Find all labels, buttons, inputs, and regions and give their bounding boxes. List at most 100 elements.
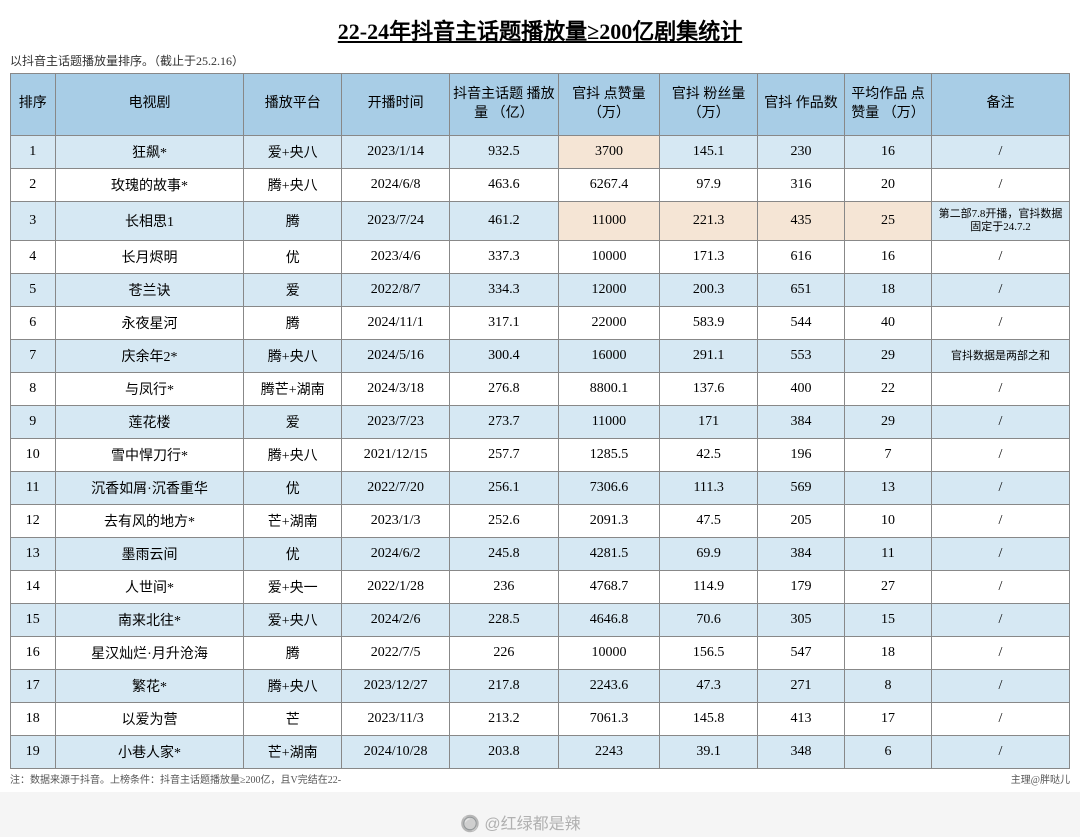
cell-play: 252.6 — [450, 505, 558, 538]
cell-avg: 8 — [844, 670, 931, 703]
cell-platform: 爱+央八 — [244, 604, 342, 637]
cell-avg: 6 — [844, 736, 931, 769]
cell-note: / — [931, 604, 1069, 637]
cell-platform: 腾 — [244, 637, 342, 670]
cell-like: 8800.1 — [558, 373, 660, 406]
footer-right: 主理@胖哒儿 — [1011, 771, 1070, 786]
cell-note: / — [931, 439, 1069, 472]
cell-play: 236 — [450, 571, 558, 604]
cell-works: 179 — [757, 571, 844, 604]
cell-note: / — [931, 736, 1069, 769]
cell-rank: 15 — [11, 604, 56, 637]
cell-platform: 爱 — [244, 274, 342, 307]
col-note: 备注 — [931, 74, 1069, 136]
cell-play: 213.2 — [450, 703, 558, 736]
cell-date: 2024/6/2 — [342, 538, 450, 571]
cell-note: / — [931, 241, 1069, 274]
cell-like: 4646.8 — [558, 604, 660, 637]
cell-play: 317.1 — [450, 307, 558, 340]
cell-rank: 19 — [11, 736, 56, 769]
cell-date: 2023/1/14 — [342, 136, 450, 169]
cell-works: 384 — [757, 406, 844, 439]
cell-rank: 14 — [11, 571, 56, 604]
cell-avg: 20 — [844, 169, 931, 202]
cell-fans: 114.9 — [660, 571, 758, 604]
cell-drama: 人世间* — [55, 571, 244, 604]
cell-play: 203.8 — [450, 736, 558, 769]
col-platform: 播放平台 — [244, 74, 342, 136]
cell-works: 384 — [757, 538, 844, 571]
cell-rank: 6 — [11, 307, 56, 340]
cell-avg: 27 — [844, 571, 931, 604]
cell-works: 547 — [757, 637, 844, 670]
cell-drama: 沉香如屑·沉香重华 — [55, 472, 244, 505]
cell-avg: 18 — [844, 274, 931, 307]
cell-avg: 18 — [844, 637, 931, 670]
cell-play: 300.4 — [450, 340, 558, 373]
cell-works: 205 — [757, 505, 844, 538]
cell-platform: 腾+央八 — [244, 169, 342, 202]
table-row: 13墨雨云间优2024/6/2245.84281.569.938411/ — [11, 538, 1070, 571]
cell-fans: 171 — [660, 406, 758, 439]
cell-drama: 小巷人家* — [55, 736, 244, 769]
cell-play: 217.8 — [450, 670, 558, 703]
cell-like: 3700 — [558, 136, 660, 169]
footer-note: 注：数据来源于抖音。上榜条件：抖音主话题播放量≥200亿，且V完结在22- 主理… — [10, 769, 1070, 786]
cell-like: 12000 — [558, 274, 660, 307]
cell-works: 348 — [757, 736, 844, 769]
cell-fans: 137.6 — [660, 373, 758, 406]
cell-note: / — [931, 472, 1069, 505]
cell-works: 413 — [757, 703, 844, 736]
cell-note: / — [931, 538, 1069, 571]
cell-platform: 优 — [244, 538, 342, 571]
cell-rank: 16 — [11, 637, 56, 670]
cell-works: 544 — [757, 307, 844, 340]
cell-fans: 39.1 — [660, 736, 758, 769]
cell-like: 2243 — [558, 736, 660, 769]
cell-rank: 10 — [11, 439, 56, 472]
cell-rank: 8 — [11, 373, 56, 406]
cell-play: 463.6 — [450, 169, 558, 202]
cell-platform: 腾 — [244, 202, 342, 241]
cell-like: 4281.5 — [558, 538, 660, 571]
table-row: 14人世间*爱+央一2022/1/282364768.7114.917927/ — [11, 571, 1070, 604]
col-like: 官抖 点赞量 （万） — [558, 74, 660, 136]
table-row: 5苍兰诀爱2022/8/7334.312000200.365118/ — [11, 274, 1070, 307]
cell-fans: 111.3 — [660, 472, 758, 505]
cell-platform: 芒+湖南 — [244, 736, 342, 769]
cell-fans: 42.5 — [660, 439, 758, 472]
cell-date: 2023/11/3 — [342, 703, 450, 736]
cell-note: / — [931, 637, 1069, 670]
cell-drama: 去有风的地方* — [55, 505, 244, 538]
table-row: 7庆余年2*腾+央八2024/5/16300.416000291.155329官… — [11, 340, 1070, 373]
col-play: 抖音主话题 播放量 （亿） — [450, 74, 558, 136]
cell-date: 2022/7/20 — [342, 472, 450, 505]
cell-date: 2023/7/24 — [342, 202, 450, 241]
table-row: 15南来北往*爱+央八2024/2/6228.54646.870.630515/ — [11, 604, 1070, 637]
cell-drama: 与凤行* — [55, 373, 244, 406]
cell-like: 2091.3 — [558, 505, 660, 538]
cell-avg: 10 — [844, 505, 931, 538]
cell-play: 256.1 — [450, 472, 558, 505]
cell-note: / — [931, 307, 1069, 340]
cell-play: 932.5 — [450, 136, 558, 169]
cell-note: / — [931, 670, 1069, 703]
cell-platform: 芒 — [244, 703, 342, 736]
cell-fans: 70.6 — [660, 604, 758, 637]
cell-rank: 2 — [11, 169, 56, 202]
cell-date: 2022/7/5 — [342, 637, 450, 670]
cell-date: 2024/6/8 — [342, 169, 450, 202]
cell-like: 10000 — [558, 637, 660, 670]
page-subtitle: 以抖音主话题播放量排序。（截止于25.2.16） — [10, 50, 1070, 73]
cell-avg: 16 — [844, 241, 931, 274]
cell-works: 400 — [757, 373, 844, 406]
cell-avg: 13 — [844, 472, 931, 505]
cell-play: 337.3 — [450, 241, 558, 274]
cell-date: 2024/5/16 — [342, 340, 450, 373]
cell-like: 7306.6 — [558, 472, 660, 505]
stats-table: 排序 电视剧 播放平台 开播时间 抖音主话题 播放量 （亿） 官抖 点赞量 （万… — [10, 73, 1070, 769]
cell-play: 461.2 — [450, 202, 558, 241]
cell-platform: 芒+湖南 — [244, 505, 342, 538]
table-body: 1狂飙*爱+央八2023/1/14932.53700145.123016/2玫瑰… — [11, 136, 1070, 769]
cell-like: 16000 — [558, 340, 660, 373]
